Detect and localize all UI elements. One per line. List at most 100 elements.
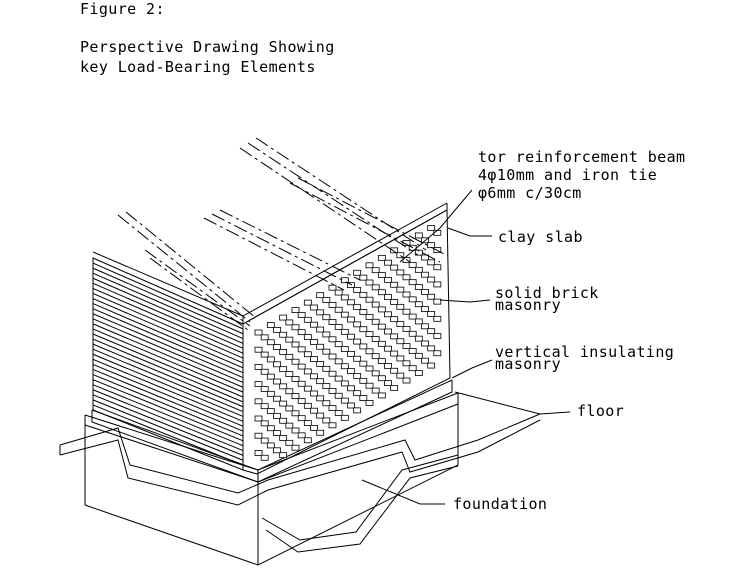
brick [316,326,325,333]
brick [316,309,325,316]
wall-course-line [92,308,244,374]
brick [254,363,263,370]
brick [266,356,275,363]
brick [396,286,405,293]
brick [421,288,429,295]
brick [260,334,269,341]
slab-hatch-line [297,177,449,257]
brick [414,301,423,308]
wall-course-line [92,379,244,442]
brick [273,378,281,385]
brick [408,262,417,268]
brick [371,336,380,342]
brick [402,343,411,350]
brick [347,316,355,323]
brick [328,301,337,308]
brick [414,284,423,290]
brick [273,395,281,402]
brick [254,398,263,405]
brick [334,306,343,313]
brick [402,325,411,332]
brick [408,365,417,372]
brick [279,314,288,321]
brick [291,307,300,314]
brick [414,335,423,342]
brick [414,266,423,273]
brick [316,412,325,419]
brick [377,358,386,364]
brick [347,299,355,306]
brick [408,279,417,286]
brick [316,395,325,402]
brick [279,435,288,441]
brick [427,311,436,317]
brick [359,377,368,384]
wall-course-line [92,389,244,451]
brick [260,420,269,427]
brick [377,272,386,278]
brick [353,321,362,328]
brick [279,452,288,459]
brick [340,328,349,335]
brick [285,336,294,343]
wall-course-line [92,277,244,344]
wall-course-line [92,298,244,364]
wall-course-line [92,303,244,369]
brick [273,412,281,419]
brick [328,422,337,429]
wall-course-line [92,333,244,398]
label-brick-line2: masonry [495,296,561,314]
brick [303,368,312,375]
brick [408,330,417,337]
brick [303,420,312,426]
brick [285,439,294,446]
wall-course-line [92,313,244,378]
brick [396,321,405,327]
brick [297,415,306,422]
brick [414,352,423,359]
brick [371,318,380,325]
brick [384,276,392,283]
brick [291,410,300,417]
brick [279,400,288,407]
brick [408,296,417,303]
brick [285,388,294,395]
brick [365,399,374,406]
brick [433,281,442,288]
brick [371,387,380,394]
slab-hatch-line [125,211,257,319]
brick [328,284,337,291]
brick [377,375,386,382]
wall-course-line [92,358,244,422]
brick [303,334,312,340]
slab-hatch-line [255,137,427,251]
brick [322,348,331,355]
brick [310,424,318,431]
brick [260,454,269,461]
brick [310,390,318,397]
brick [402,377,411,384]
brick [402,274,411,281]
brick [427,345,436,352]
label-clay-slab: clay slab [498,228,583,246]
brick [322,400,331,407]
brick [303,351,312,358]
wall-course-line [92,338,244,403]
brick [328,370,337,377]
brick [414,318,423,325]
brick [266,390,275,397]
brick [273,344,281,351]
brick [328,319,337,326]
brick [303,437,312,444]
front-wall-solid-brick [242,209,451,475]
wall-course-line [92,293,244,359]
brick [297,363,306,370]
brick [273,326,281,333]
brick [310,356,318,363]
slab-hatch-line [149,257,249,331]
label-insul-line2: masonry [495,355,561,373]
wall-course-line [92,287,244,354]
brick [340,311,349,318]
left-wall-insulating-masonry [92,257,244,471]
